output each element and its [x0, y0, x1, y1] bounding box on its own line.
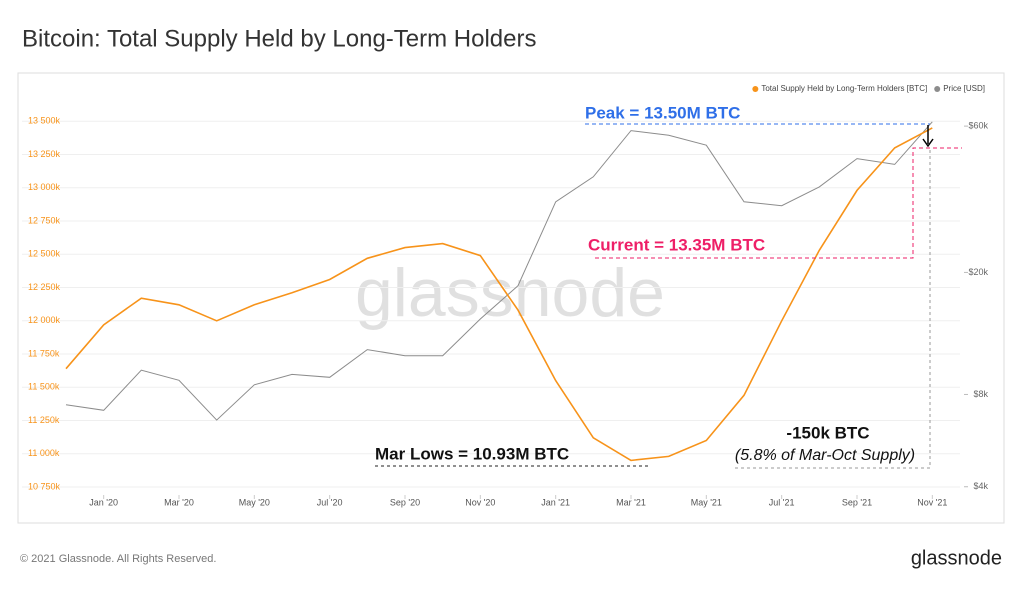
chart-title: Bitcoin: Total Supply Held by Long-Term …: [22, 25, 536, 52]
x-tick-label: Nov '21: [917, 497, 947, 507]
legend-label: Total Supply Held by Long-Term Holders […: [761, 84, 927, 93]
legend-marker: [752, 86, 759, 92]
x-tick-label: Mar '21: [616, 497, 646, 507]
y-tick-label: 12 250k: [28, 282, 61, 292]
y-tick-label: 11 750k: [28, 348, 60, 358]
series-line: [65, 121, 933, 421]
x-tick-label: Nov '20: [465, 497, 495, 507]
y2-tick-label: $20k: [968, 267, 988, 277]
x-tick-label: Sep '21: [842, 497, 872, 507]
x-tick-label: Jul '21: [769, 497, 795, 507]
drop-arrowhead: [922, 138, 934, 148]
annotation: Peak = 13.50M BTC: [585, 103, 740, 122]
annotation: (5.8% of Mar-Oct Supply): [735, 447, 915, 464]
chart-frame: [17, 72, 1005, 524]
x-tick-label: Jan '20: [89, 497, 118, 507]
y2-tick-label: $60k: [968, 120, 988, 130]
y-tick-label: 12 750k: [28, 215, 61, 225]
x-tick-label: Sep '20: [390, 497, 420, 507]
plot-area: 10 750k 11 000k 11 250k 11 500k 11 750k 12 00…: [22, 116, 988, 507]
y-tick-label: 12 000k: [28, 315, 61, 325]
y-tick-label: 13 250k: [28, 149, 61, 159]
y-tick-label: 11 500k: [28, 382, 60, 392]
annotation: -150k BTC: [786, 423, 869, 442]
brand-logo: glassnode: [911, 547, 1002, 569]
legend-marker: [934, 86, 941, 92]
y-tick-label: 10 750k: [28, 481, 61, 491]
y-tick-label: 11 250k: [28, 415, 60, 425]
series-line: [65, 127, 933, 462]
annotation: Mar Lows = 10.93M BTC: [375, 444, 569, 463]
x-tick-label: Mar '20: [164, 497, 194, 507]
x-tick-label: Jul '20: [317, 497, 343, 507]
y-tick-label: 12 500k: [28, 249, 61, 259]
x-tick-label: May '20: [239, 497, 270, 507]
y-tick-label: 13 500k: [28, 116, 61, 126]
x-tick-label: Jan '21: [541, 497, 570, 507]
drop-guide: [735, 150, 931, 469]
x-tick-label: May '21: [691, 497, 722, 507]
current-guide: [595, 147, 962, 259]
legend-label: Price [USD]: [943, 84, 985, 93]
annotation: Current = 13.35M BTC: [588, 235, 765, 254]
y-tick-label: 13 000k: [28, 182, 61, 192]
y-tick-label: 11 000k: [28, 448, 60, 458]
y2-tick-label: $4k: [973, 481, 988, 491]
footer: © 2021 Glassnode. All Rights Reserved.: [20, 553, 216, 565]
y2-tick-label: $8k: [973, 389, 988, 399]
